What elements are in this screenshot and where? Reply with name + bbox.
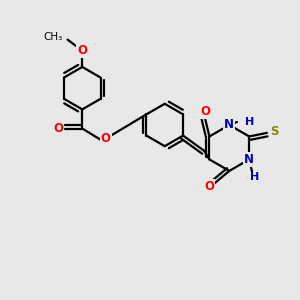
Text: O: O [77, 44, 87, 57]
Text: O: O [53, 122, 63, 135]
Text: N: N [224, 118, 234, 131]
Text: N: N [244, 153, 254, 166]
Text: O: O [204, 180, 214, 193]
Text: O: O [101, 132, 111, 145]
Text: S: S [270, 125, 278, 138]
Text: CH₃: CH₃ [43, 32, 62, 42]
Text: H: H [250, 172, 260, 182]
Text: H: H [245, 117, 254, 127]
Text: O: O [200, 105, 210, 118]
